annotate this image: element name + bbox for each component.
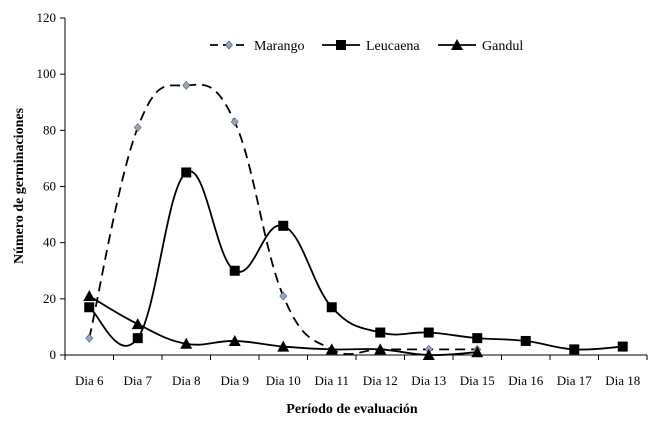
data-point-marango (230, 117, 239, 127)
data-point-leucaena (472, 333, 483, 344)
y-tick-label: 100 (37, 66, 57, 81)
x-tick-label: Dia 6 (75, 373, 104, 388)
data-point-leucaena (229, 265, 240, 276)
data-point-leucaena (132, 333, 143, 344)
legend-marker-leucaena (336, 40, 346, 50)
data-point-gandul (180, 337, 193, 349)
x-axis-ticks: Dia 6 Dia 7 Dia 8 Dia 9 Dia 10 Dia 11 Dia 12 Di… (64, 355, 648, 388)
x-tick-label: Dia 18 (605, 373, 640, 388)
x-tick-label: Dia 9 (220, 373, 249, 388)
x-tick-label: Dia 10 (266, 373, 301, 388)
x-axis-title: Período de evaluación (286, 402, 418, 417)
legend-label-gandul: Gandul (482, 39, 523, 54)
data-point-leucaena (569, 344, 580, 355)
data-point-gandul (131, 318, 144, 330)
x-tick-label: Dia 16 (508, 373, 544, 388)
data-point-gandul (374, 343, 387, 355)
data-point-marango (85, 333, 94, 343)
y-tick-label: 20 (43, 291, 56, 306)
y-tick-label: 0 (50, 347, 57, 362)
y-tick-label: 40 (43, 235, 56, 250)
y-tick-label: 60 (43, 179, 56, 194)
data-point-gandul (422, 349, 435, 360)
data-point-gandul (277, 340, 290, 352)
legend-marker-gandul (451, 39, 463, 50)
data-point-gandul (228, 334, 241, 346)
x-tick-label: Dia 12 (363, 373, 398, 388)
x-tick-label: Dia 17 (557, 373, 593, 388)
data-point-leucaena (278, 220, 289, 231)
x-tick-label: Dia 7 (123, 373, 152, 388)
series-leucaena (84, 167, 628, 355)
data-point-marango (279, 291, 288, 301)
data-point-leucaena (617, 341, 628, 352)
series-marango (85, 80, 482, 355)
x-tick-label: Dia 11 (314, 373, 349, 388)
data-point-gandul (83, 290, 96, 302)
x-tick-label: Dia 8 (172, 373, 201, 388)
legend-label-leucaena: Leucaena (366, 39, 420, 54)
data-point-leucaena (520, 335, 531, 346)
data-point-leucaena (375, 327, 386, 338)
data-point-gandul (471, 346, 484, 358)
data-point-leucaena (423, 327, 434, 338)
data-point-leucaena (326, 302, 337, 313)
legend-marker-marango (225, 40, 233, 50)
data-point-marango (182, 80, 191, 90)
y-tick-label: 120 (37, 10, 57, 25)
data-point-leucaena (84, 302, 95, 313)
data-point-marango (133, 123, 142, 132)
y-tick-label: 80 (43, 122, 56, 137)
axes (64, 18, 647, 356)
x-tick-label: Dia 15 (460, 373, 495, 388)
series-line-leucaena (88, 170, 623, 351)
data-point-leucaena (181, 167, 192, 178)
x-tick-label: Dia 13 (411, 373, 446, 388)
legend: Marango Leucaena Gandul (210, 39, 523, 54)
data-point-gandul (325, 343, 338, 355)
series-gandul (83, 290, 484, 360)
y-axis-title: Número de germinaciones (12, 107, 27, 264)
y-axis-ticks: 0 20 40 60 80 100 120 (37, 10, 65, 362)
series-group (83, 80, 628, 360)
legend-label-marango: Marango (254, 39, 305, 54)
